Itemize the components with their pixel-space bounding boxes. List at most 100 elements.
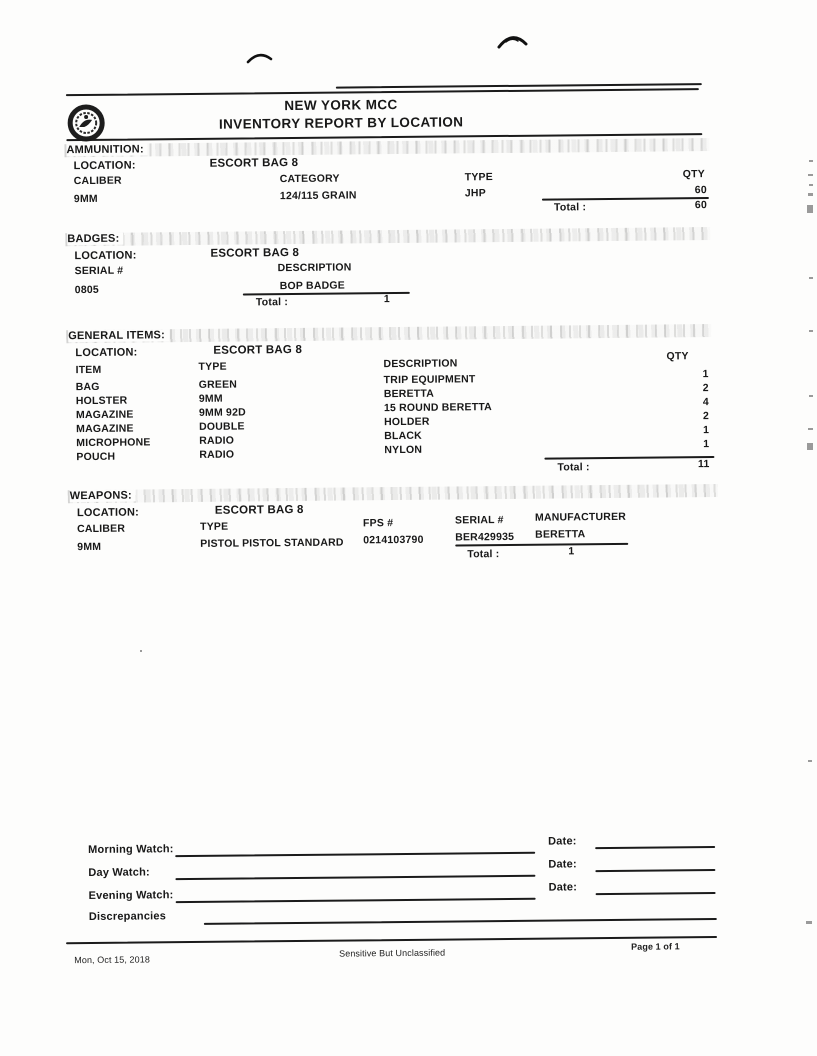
ammunition-category-value: 124/115 GRAIN [279,189,357,203]
description-value: TRIP EQUIPMENT [383,373,476,387]
scan-speck [808,428,813,430]
discrepancies-label: Discrepancies [88,910,167,924]
item-value: HOLSTER [75,394,128,408]
general-items-row: MICROPHONE RADIO BLACK 1 [0,0,812,449]
description-value: 15 ROUND BERETTA [383,401,492,415]
scan-speck [809,330,813,332]
badges-serial-value: 0805 [74,283,100,297]
ammunition-type-value: JHP [464,187,486,200]
evening-date-label: Date: [548,881,578,894]
evening-date-line [595,891,716,895]
general-items-location-label: LOCATION: [75,346,138,360]
item-value: MAGAZINE [75,408,134,422]
general-items-total-label: Total : [557,461,590,474]
scan-speck [807,205,813,213]
day-date-line [595,868,716,872]
general-items-total-value: 11 [697,458,710,471]
weapons-location-label: LOCATION: [76,506,140,520]
general-items-row: MAGAZINE DOUBLE HOLDER 2 [0,0,812,435]
badges-col-serial: SERIAL # [74,264,124,278]
type-value: RADIO [199,434,235,447]
weapons-section-band [67,483,718,504]
general-items-col-description: DESCRIPTION [383,357,458,371]
weapons-total-value: 1 [568,545,575,558]
weapons-location-value: ESCORT BAG 8 [214,503,304,517]
type-value: 9MM [198,392,223,405]
report-title: NEW YORK MCC [284,97,398,114]
weapons-section-label: WEAPONS: [69,489,136,503]
general-items-section-label-text: GENERAL ITEMS: [68,329,169,343]
qty-value: 2 [702,382,709,395]
scan-curl-artifact [246,53,273,64]
scan-speck [809,395,813,397]
item-value: POUCH [76,450,116,464]
scan-speck [808,174,813,176]
ammunition-location-label: LOCATION: [73,159,136,173]
type-value: GREEN [198,378,238,391]
evening-watch-signature-line [175,897,536,903]
ammunition-qty-value: 60 [694,184,707,197]
footer-classification: Sensitive But Unclassified [339,947,446,959]
ammunition-location-value: ESCORT BAG 8 [209,156,299,170]
description-value: BLACK [384,429,423,443]
qty-value: 2 [702,410,710,423]
general-items-col-item: ITEM [75,363,102,377]
weapons-total-rule [455,542,629,547]
ammunition-col-qty: QTY [682,168,705,181]
evening-watch-label: Evening Watch: [88,889,174,903]
type-value: RADIO [199,448,235,461]
general-items-section-label: GENERAL ITEMS: [68,329,169,343]
morning-date-line [595,845,716,849]
badges-col-description: DESCRIPTION [277,261,352,275]
weapons-type-value: PISTOL PISTOL STANDARD [200,536,344,550]
header-top-rule-echo [335,83,702,89]
weapons-col-manufacturer: MANUFACTURER [534,510,627,524]
weapons-caliber-value: 9MM [77,540,102,554]
ammunition-col-caliber: CALIBER [73,174,122,188]
weapons-col-serial: SERIAL # [454,514,504,527]
ammunition-caliber-value: 9MM [73,192,98,206]
qty-value: 4 [702,396,709,409]
type-value: DOUBLE [199,420,245,433]
ammunition-section-band [64,138,710,158]
morning-watch-signature-line [175,851,536,857]
morning-date-label: Date: [548,835,577,848]
badges-location-value: ESCORT BAG 8 [210,246,300,260]
item-value: BAG [75,380,100,394]
item-value: MICROPHONE [76,436,151,450]
badges-total-value: 1 [383,293,390,306]
badges-section-label: BADGES: [67,232,124,246]
scan-speck [808,193,813,196]
badges-description-value: BOP BADGE [279,279,346,293]
badges-total-label: Total : [255,296,289,309]
general-items-location-value: ESCORT BAG 8 [213,343,303,357]
scan-speck [809,184,813,186]
ammunition-total-value: 60 [694,199,708,212]
weapons-col-fps: FPS # [362,517,394,530]
header-top-rule [65,88,699,97]
ammunition-section-label-text: AMMUNITION: [66,143,148,157]
agency-seal-logo [67,104,105,142]
scan-speck [808,760,812,762]
weapons-serial-value: BER429935 [455,530,515,544]
description-value: HOLDER [384,415,430,429]
scan-speck [806,921,812,924]
item-value: MAGAZINE [76,422,134,436]
weapons-col-caliber: CALIBER [77,522,126,536]
weapons-section-label-text: WEAPONS: [69,489,136,503]
weapons-row: 9MM PISTOL PISTOL STANDARD 0214103790 BE… [0,0,812,553]
general-items-row: MAGAZINE 9MM 92D 15 ROUND BERETTA 4 [0,0,812,421]
footer-page-number: Page 1 of 1 [631,941,680,952]
day-watch-label: Day Watch: [88,866,150,880]
weapons-col-type: TYPE [199,520,229,533]
badges-row: 0805 BOP BADGE [0,0,812,297]
general-items-col-type: TYPE [198,360,227,373]
day-date-label: Date: [548,858,577,871]
badges-location-label: LOCATION: [74,249,137,263]
qty-value: 1 [702,368,709,381]
discrepancies-line [203,917,717,925]
scan-speck [140,650,142,652]
ammunition-section-label: AMMUNITION: [66,143,148,157]
day-watch-signature-line [175,874,536,880]
